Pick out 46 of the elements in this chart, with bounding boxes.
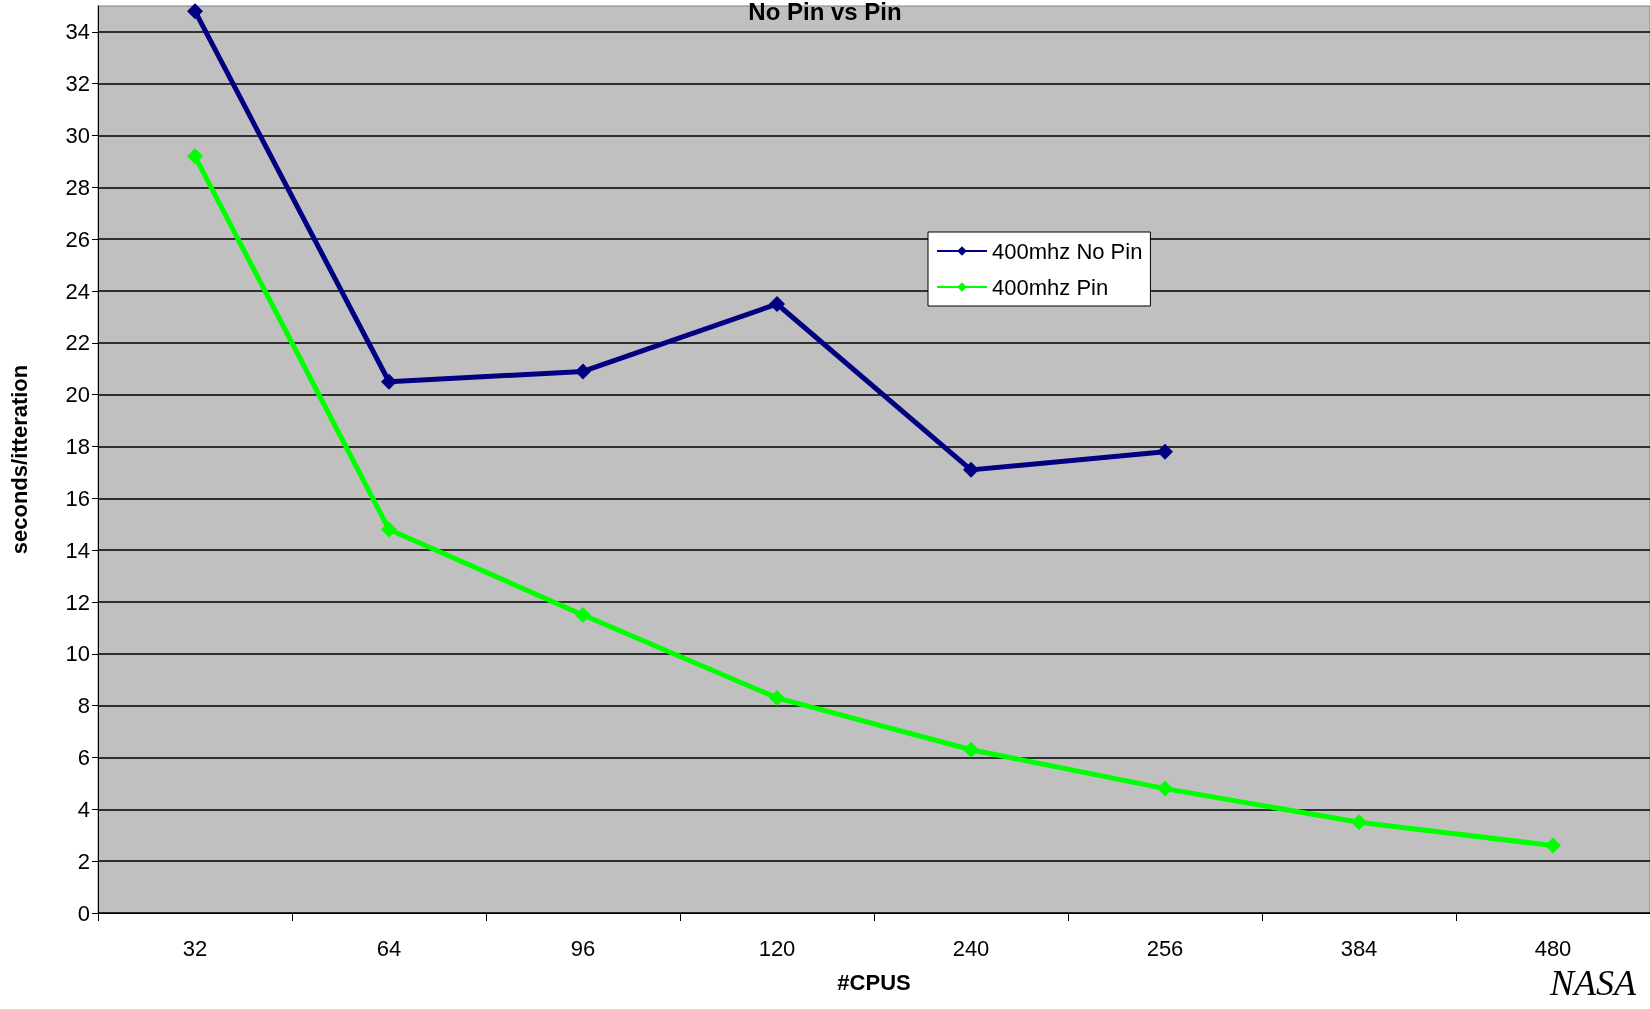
y-tick-label: 10 xyxy=(65,641,90,667)
y-tick-label: 0 xyxy=(77,900,90,926)
x-tick-label: 480 xyxy=(1534,935,1572,961)
point xyxy=(1545,837,1561,854)
point xyxy=(769,296,785,313)
y-tick-label: 24 xyxy=(65,278,90,304)
point xyxy=(575,363,591,380)
point xyxy=(1351,814,1367,831)
point xyxy=(187,3,203,20)
x-tick-label: 120 xyxy=(758,935,796,961)
y-tick-label: 8 xyxy=(77,693,90,719)
y-tick-label: 34 xyxy=(65,19,90,45)
y-axis-title: seconds/itteration xyxy=(6,364,32,555)
x-tick-label: 384 xyxy=(1340,935,1378,961)
y-tick-label: 20 xyxy=(65,382,90,408)
point xyxy=(381,521,397,538)
y-tick-label: 30 xyxy=(65,123,90,149)
point xyxy=(1157,443,1173,460)
x-tick-label: 256 xyxy=(1146,935,1184,961)
y-tick-label: 2 xyxy=(77,848,90,874)
point xyxy=(187,148,203,165)
y-tick-label: 4 xyxy=(77,796,90,822)
y-tick-label: 6 xyxy=(77,745,90,771)
point xyxy=(381,373,397,390)
chart-title: No Pin vs Pin xyxy=(748,0,902,25)
point xyxy=(1157,780,1173,797)
y-tick-label: 12 xyxy=(65,589,90,615)
text: NASA xyxy=(1549,963,1638,1003)
y-tick-label: 32 xyxy=(65,71,90,97)
y-tick-label: 26 xyxy=(65,226,90,252)
x-tick-label: 64 xyxy=(376,935,402,961)
x-axis-title: #CPUS xyxy=(837,969,911,995)
y-tick-label: 18 xyxy=(65,434,90,460)
point xyxy=(963,741,979,758)
x-tick-label: 96 xyxy=(570,935,596,961)
y-tick-label: 14 xyxy=(65,537,90,563)
point xyxy=(575,606,591,623)
y-tick-label: 28 xyxy=(65,174,90,200)
legend-label: 400mhz Pin xyxy=(992,274,1109,300)
y-tick-label: 16 xyxy=(65,485,90,511)
x-tick-label: 32 xyxy=(182,935,208,961)
point xyxy=(963,461,979,478)
point xyxy=(769,689,785,706)
x-tick-label: 240 xyxy=(952,935,990,961)
y-tick-label: 22 xyxy=(65,330,90,356)
legend-label: 400mhz No Pin xyxy=(992,238,1143,264)
